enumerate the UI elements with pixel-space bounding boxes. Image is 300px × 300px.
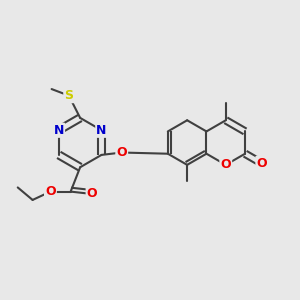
Text: O: O — [220, 158, 231, 171]
Text: S: S — [64, 89, 74, 102]
Text: N: N — [96, 124, 107, 137]
Text: O: O — [87, 188, 98, 200]
Text: N: N — [54, 124, 64, 137]
Text: O: O — [256, 157, 267, 170]
Text: O: O — [45, 185, 56, 198]
Text: O: O — [116, 146, 127, 159]
